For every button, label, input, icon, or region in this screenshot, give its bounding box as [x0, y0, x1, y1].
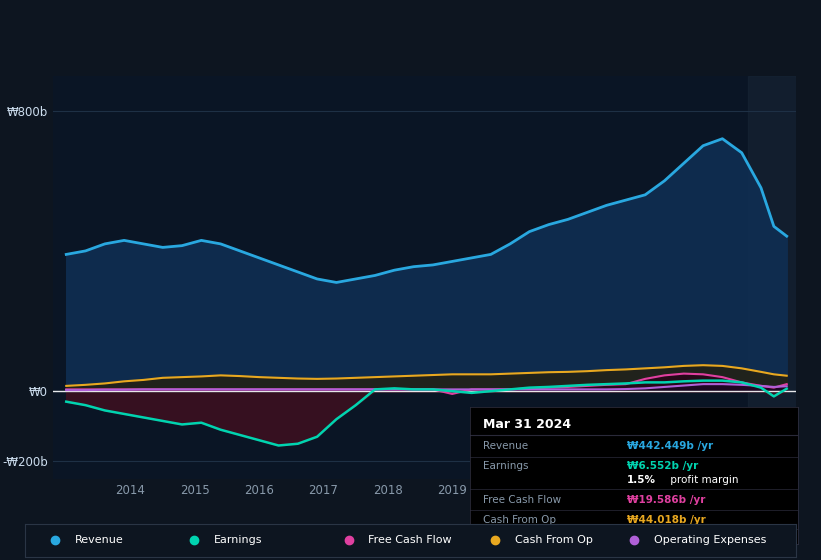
Text: Free Cash Flow: Free Cash Flow: [368, 535, 452, 545]
Text: Free Cash Flow: Free Cash Flow: [483, 496, 561, 506]
Text: Revenue: Revenue: [75, 535, 123, 545]
Text: Mar 31 2024: Mar 31 2024: [483, 418, 571, 431]
Text: Earnings: Earnings: [213, 535, 262, 545]
Text: Cash From Op: Cash From Op: [483, 515, 556, 525]
Text: ₩6.552b /yr: ₩6.552b /yr: [627, 461, 699, 471]
Text: ₩442.449b /yr: ₩442.449b /yr: [627, 441, 713, 451]
Text: Revenue: Revenue: [483, 441, 528, 451]
Text: ₩44.018b /yr: ₩44.018b /yr: [627, 515, 706, 525]
Text: Earnings: Earnings: [483, 461, 528, 471]
Bar: [748, 76, 796, 479]
Text: 1.5%: 1.5%: [627, 475, 656, 485]
Text: Operating Expenses: Operating Expenses: [654, 535, 766, 545]
Text: ₩19.586b /yr: ₩19.586b /yr: [627, 496, 705, 506]
Text: Operating Expenses: Operating Expenses: [483, 534, 588, 544]
Text: Cash From Op: Cash From Op: [515, 535, 593, 545]
Text: profit margin: profit margin: [667, 475, 738, 485]
Text: ₩14.328b /yr: ₩14.328b /yr: [627, 534, 706, 544]
